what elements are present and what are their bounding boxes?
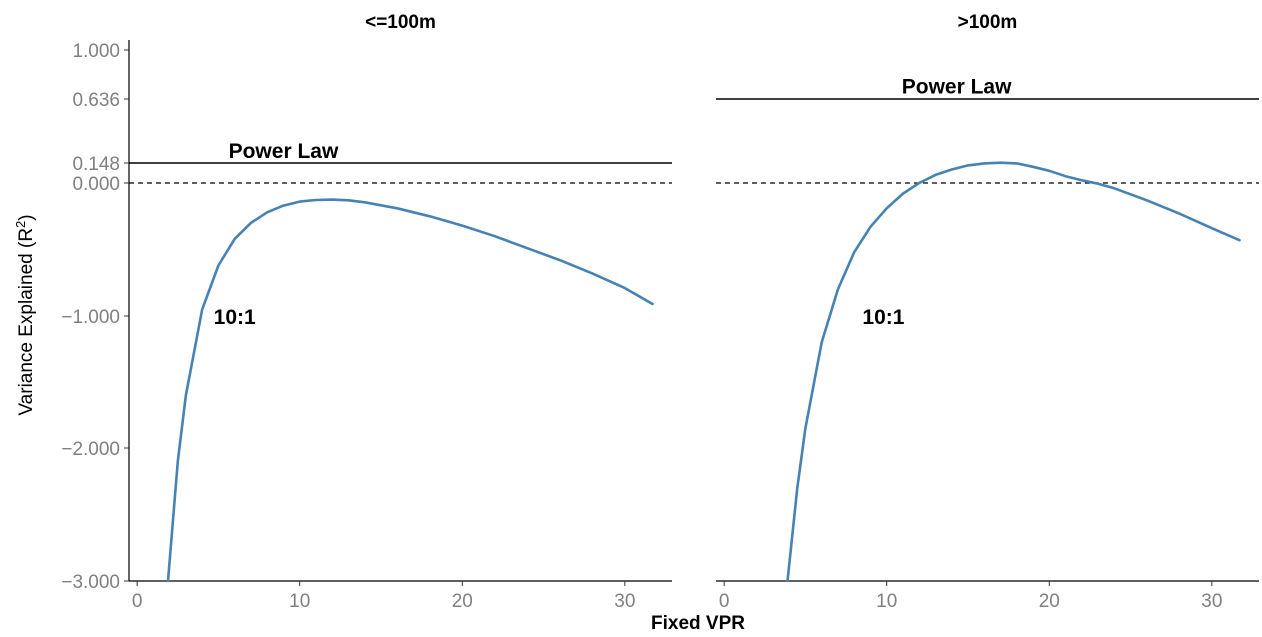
y-tick-label: 0.000 — [72, 174, 120, 195]
x-tick-label: 30 — [614, 591, 635, 612]
x-tick-label: 10 — [289, 591, 310, 612]
y-tick-label: −2.000 — [61, 439, 120, 460]
series-label: 10:1 — [862, 306, 904, 329]
y-tick-label: 0.636 — [72, 90, 120, 111]
x-tick-label: 0 — [719, 591, 730, 612]
x-tick-label: 10 — [876, 591, 897, 612]
y-tick-label: −1.000 — [61, 307, 120, 328]
y-axis-title: Variance Explained (R2) — [13, 214, 37, 415]
y-axis-title-main: Variance Explained (R — [16, 228, 37, 416]
panel-title: <=100m — [365, 12, 436, 33]
series-line-10-1 — [786, 161, 1241, 583]
y-tick-label: −3.000 — [61, 572, 120, 593]
y-tick-label: 1.000 — [72, 41, 120, 62]
x-tick-label: 30 — [1201, 591, 1222, 612]
x-tick-label: 0 — [132, 591, 143, 612]
y-axis-title-sup: 2 — [13, 221, 28, 228]
series-line-10-1 — [166, 198, 654, 583]
panel-title: >100m — [958, 12, 1018, 33]
y-tick-label: 0.148 — [72, 154, 120, 175]
power-law-label: Power Law — [229, 140, 339, 163]
y-axis-title-close: ) — [16, 214, 37, 220]
x-tick-label: 20 — [452, 591, 473, 612]
x-tick-label: 20 — [1039, 591, 1060, 612]
power-law-label: Power Law — [902, 76, 1012, 99]
series-label: 10:1 — [214, 306, 256, 329]
x-axis-title: Fixed VPR — [651, 613, 745, 634]
